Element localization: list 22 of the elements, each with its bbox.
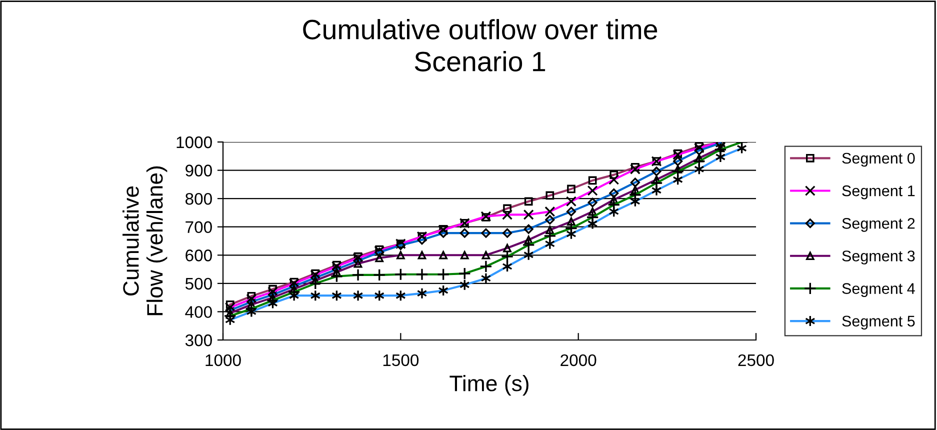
legend-label: Segment 0 [842,152,915,167]
chart-subtitle: Scenario 1 [414,51,546,72]
y-tick-label: 700 [186,221,212,234]
legend-label: Segment 1 [842,185,915,200]
x-tick-label: 2500 [738,354,774,366]
y-tick-label: 600 [186,250,212,262]
x-tick-label: 2000 [560,354,596,366]
x-tick-label: 1500 [383,354,419,366]
legend-label: Segment 2 [842,218,915,232]
x-tick-label: 1000 [206,354,241,366]
y-tick-label: 900 [186,164,212,176]
y-tick-label: 800 [186,192,212,205]
x-axis-title: Time (s) [450,374,528,396]
y-tick-label: 300 [185,334,212,346]
legend-label: Segment 5 [842,316,915,330]
y-tick-label: 400 [185,306,212,318]
y-tick-label: 1000 [176,136,212,148]
y-tick-label: 500 [185,278,212,290]
chart-title: Cumulative outflow over time [303,19,658,40]
legend-label: Segment 4 [842,283,915,297]
legend-label: Segment 3 [842,250,915,264]
y-axis-title: Cumulative Flow (veh/lane) [122,166,168,316]
